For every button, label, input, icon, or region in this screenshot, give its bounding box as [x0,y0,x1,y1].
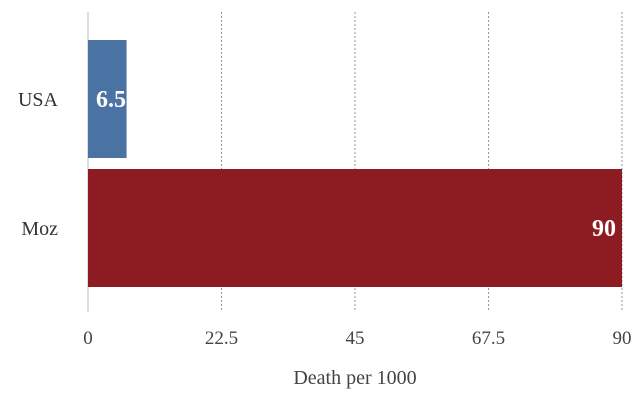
category-labels: USA Moz [18,89,59,240]
category-label-usa: USA [18,89,59,111]
x-tick-label-3: 67.5 [472,328,505,349]
x-axis-title: Death per 1000 [293,367,416,389]
x-tick-label-1: 22.5 [205,328,238,349]
x-tick-label-0: 0 [83,328,93,349]
x-tick-label-2: 45 [346,328,365,349]
bars [88,40,622,287]
bar-value-label-usa: 6.5 [96,87,126,113]
x-tick-label-4: 90 [613,328,632,349]
x-tick-labels: 0 22.5 45 67.5 90 [83,328,631,349]
bar-usa [88,40,127,158]
bar-value-labels: 6.5 90 [96,87,616,242]
bar-value-label-moz: 90 [592,216,616,242]
category-label-moz: Moz [21,218,58,240]
bar-moz [88,169,622,287]
